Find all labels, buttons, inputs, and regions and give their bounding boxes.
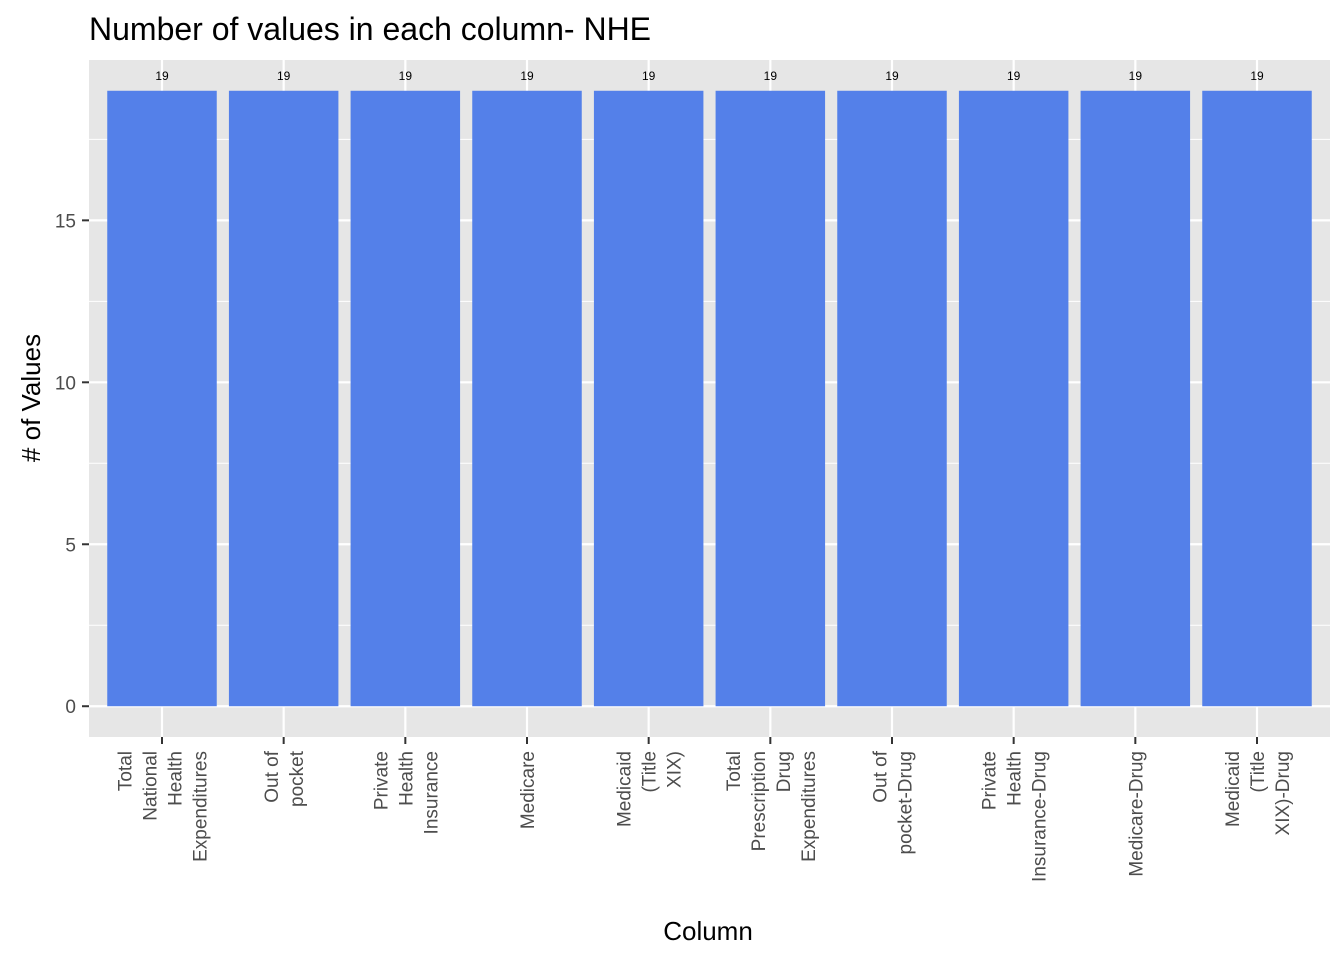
data-label: 19: [520, 69, 534, 83]
x-tick-label: Total National Health Expenditures: [116, 751, 212, 862]
data-label: 19: [277, 69, 291, 83]
x-tick-label-line: Out of: [871, 750, 892, 802]
x-axis-title: Column: [663, 916, 753, 946]
x-tick-label-line: Health: [396, 751, 417, 806]
x-tick-label-line: Total: [116, 751, 137, 791]
x-tick-label-line: pocket-Drug: [896, 751, 917, 855]
data-label: 19: [1250, 69, 1264, 83]
x-tick-label: Out of pocket-Drug: [871, 750, 917, 854]
x-axis: Total National Health Expenditures Out of poc…: [116, 737, 1294, 882]
x-tick-label-line: Health: [1005, 751, 1026, 806]
x-tick-label: Medicare: [518, 751, 539, 829]
data-labels: 19 19 19 19 19 19 19 19 19 19: [155, 69, 1264, 83]
chart-title: Number of values in each column- NHE: [89, 11, 651, 47]
data-label: 19: [885, 69, 899, 83]
data-label: 19: [764, 69, 778, 83]
data-label: 19: [642, 69, 656, 83]
x-tick-label-line: Health: [166, 751, 187, 806]
x-tick-label-line: XIX)-Drug: [1273, 751, 1294, 835]
bar: [958, 90, 1069, 707]
x-tick-label-line: (Title: [1248, 751, 1269, 793]
x-tick-label-line: Insurance: [421, 751, 442, 834]
x-tick-label-line: pocket: [287, 750, 308, 807]
data-label: 19: [399, 69, 413, 83]
x-tick-label-line: Medicare-Drug: [1126, 751, 1147, 877]
x-tick-label-line: Out of: [262, 750, 283, 802]
x-tick-label-line: Expenditures: [191, 751, 212, 862]
y-tick-label: 0: [65, 697, 76, 718]
bar: [228, 90, 339, 707]
bars: [107, 90, 1312, 707]
bar: [107, 90, 217, 707]
x-tick-label-line: National: [141, 751, 162, 821]
x-tick-label-line: Expenditures: [799, 751, 820, 862]
x-tick-label-line: Total: [724, 751, 745, 791]
bar: [593, 90, 704, 707]
y-tick-label: 15: [55, 211, 76, 232]
x-tick-label-line: Prescription: [749, 751, 770, 851]
bar: [350, 90, 461, 707]
data-label: 19: [1007, 69, 1021, 83]
x-tick-label-line: (Title: [640, 751, 661, 793]
x-tick-label-line: Medicaid: [615, 751, 636, 827]
x-tick-label: Medicaid (Title XIX)-Drug: [1223, 751, 1294, 835]
x-tick-label-line: Medicaid: [1223, 751, 1244, 827]
x-tick-label-line: XIX): [665, 751, 686, 788]
bar: [1080, 90, 1191, 707]
x-tick-label: Total Prescription Drug Expenditures: [724, 751, 820, 862]
y-axis-title: # of Values: [16, 334, 46, 462]
x-tick-label-line: Drug: [774, 751, 795, 792]
x-tick-label: Medicaid (Title XIX): [615, 751, 686, 827]
x-tick-label: Out of pocket: [262, 750, 308, 807]
bar: [837, 90, 947, 707]
x-tick-label-line: Medicare: [518, 751, 539, 829]
bar: [472, 90, 582, 707]
x-tick-label: Medicare-Drug: [1126, 751, 1147, 877]
bar: [1202, 90, 1312, 707]
x-tick-label-line: Private: [371, 751, 392, 810]
x-tick-label-line: Private: [980, 751, 1001, 810]
y-tick-label: 5: [65, 535, 76, 556]
data-label: 19: [155, 69, 169, 83]
y-axis: 0 5 10 15: [55, 211, 89, 718]
bar: [715, 90, 826, 707]
data-label: 19: [1129, 69, 1143, 83]
x-tick-label-line: Insurance-Drug: [1030, 751, 1051, 882]
x-tick-label: Private Health Insurance-Drug: [980, 751, 1051, 882]
y-tick-label: 10: [55, 373, 76, 394]
x-tick-label: Private Health Insurance: [371, 751, 442, 834]
